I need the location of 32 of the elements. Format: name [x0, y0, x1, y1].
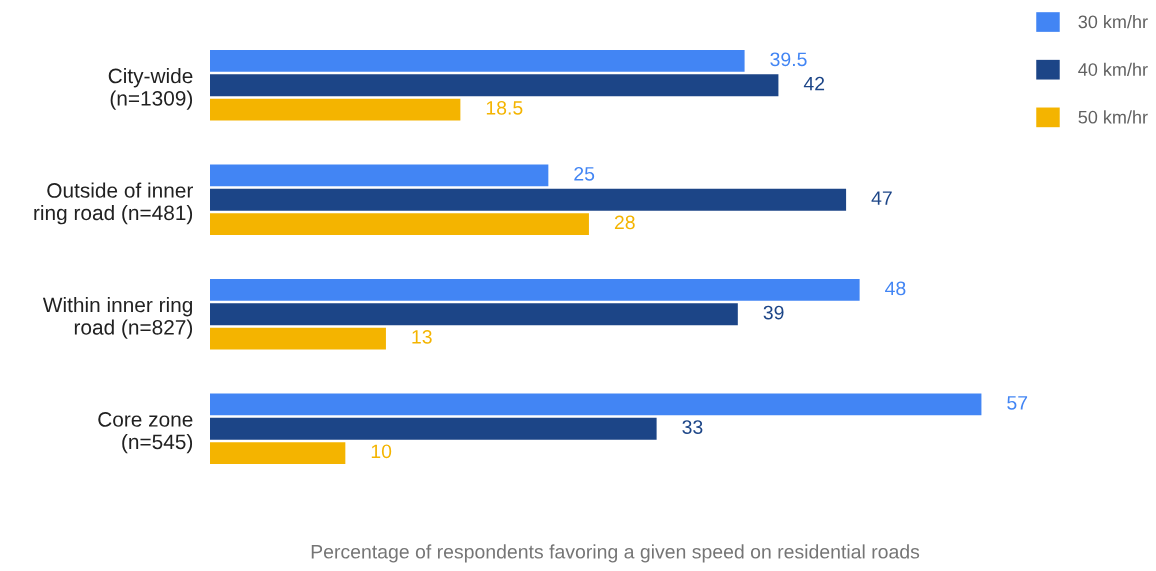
data-label: 42	[803, 76, 825, 91]
data-label: 28	[614, 215, 635, 230]
data-label: 25	[574, 166, 595, 181]
legend-label: 40 km/hr	[1078, 62, 1148, 76]
bar	[210, 50, 745, 72]
bar	[210, 188, 847, 211]
y-tick-label: Within inner ring road (n=827)	[42, 296, 193, 339]
bar	[210, 213, 589, 235]
legend-label: 50 km/hr	[1078, 110, 1148, 124]
y-tick-label: City-wide (n=1309)	[108, 67, 193, 110]
bar	[210, 393, 982, 416]
bar	[210, 327, 386, 350]
bar	[210, 303, 738, 326]
x-axis-title: Percentage of respondents favoring a given speed on residential roads	[311, 544, 920, 563]
data-label: 33	[682, 420, 703, 434]
bar	[210, 164, 549, 187]
data-label: 39.5	[770, 52, 807, 67]
bar	[210, 74, 779, 97]
data-label: 48	[885, 281, 906, 296]
bar	[210, 98, 461, 121]
data-label: 13	[412, 329, 432, 344]
data-label: 10	[371, 444, 392, 459]
y-tick-label: Outside of inner ring road (n=481)	[34, 182, 193, 225]
data-label: 57	[1007, 396, 1028, 410]
bar	[210, 442, 346, 464]
bar	[210, 279, 860, 301]
legend-label: 30 km/hr	[1078, 14, 1148, 29]
data-label: 18.5	[486, 100, 523, 115]
data-label: 47	[871, 191, 892, 205]
y-tick-label: Core zone (n=545)	[98, 412, 193, 454]
data-label: 39	[763, 305, 784, 320]
bar	[210, 417, 657, 440]
